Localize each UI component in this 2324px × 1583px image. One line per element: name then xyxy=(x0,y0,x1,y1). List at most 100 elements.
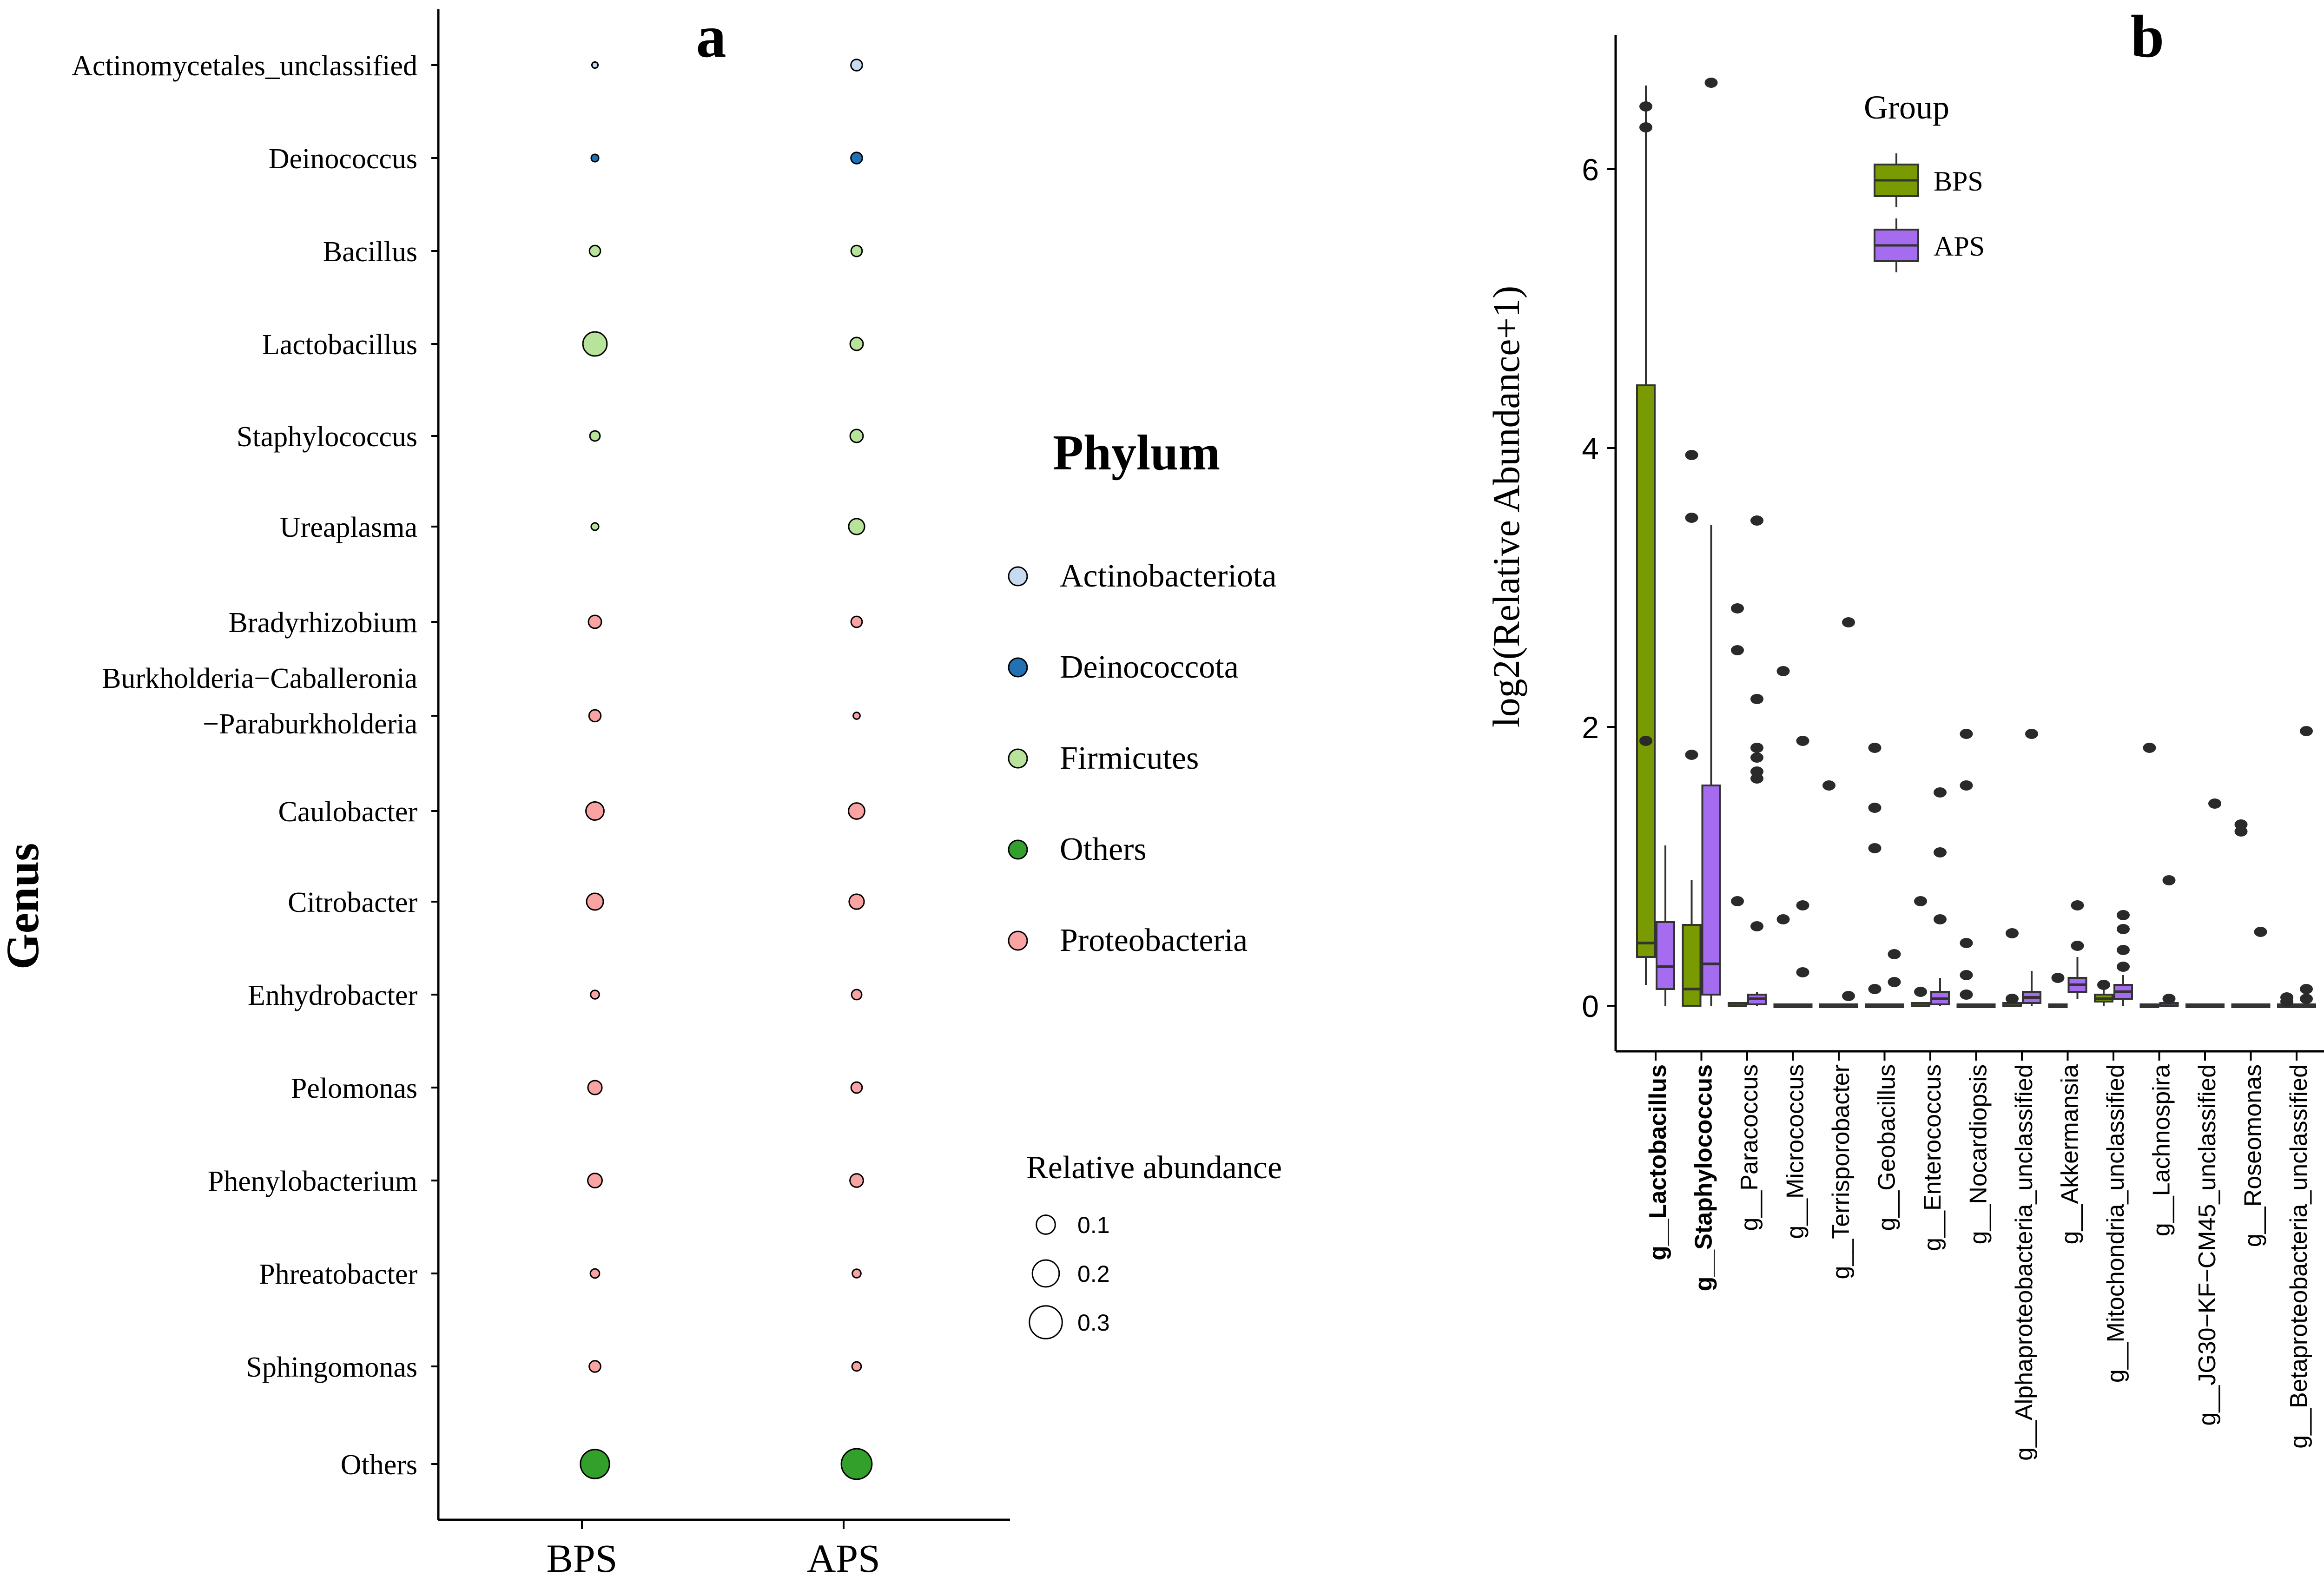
box-aps xyxy=(1747,515,1767,1006)
genus-label: Sphingomonas xyxy=(246,1352,417,1383)
panel-a-group-labels: BPS APS xyxy=(546,1520,880,1581)
genus-label: Lactobacillus xyxy=(262,329,417,361)
panel-b-x-labels: g__Lactobacillus g__Staphylococcus g__Para… xyxy=(1644,1051,2312,1461)
genus-label: Ureaplasma xyxy=(280,512,417,543)
phylum-legend-swatch xyxy=(1008,566,1028,587)
abundance-bubble xyxy=(851,1361,862,1372)
panel-a-label: a xyxy=(696,3,726,70)
phylum-legend-label: Firmicutes xyxy=(1060,740,1199,776)
box-bps xyxy=(2277,992,2297,1008)
box-iqr xyxy=(1636,384,1656,958)
x-tick-label: g__Betaproteobacteria_unclassified xyxy=(2285,1064,2312,1449)
genus-label: Actinomycetales_unclassified xyxy=(72,50,417,82)
outlier-point xyxy=(1685,750,1698,760)
abundance-bubble xyxy=(588,244,601,257)
abundance-bubble xyxy=(850,244,863,257)
box-iqr xyxy=(1682,924,1702,1007)
y-tick-label: 2 xyxy=(1582,710,1599,745)
genus-row: Staphylococcus xyxy=(237,421,864,453)
genus-label: Staphylococcus xyxy=(237,421,417,453)
genus-row: Phenylobacterium xyxy=(208,1166,864,1197)
box-aps xyxy=(2297,726,2316,1008)
genus-row: Citrobacter xyxy=(288,887,865,918)
x-tick-label: g__Paracoccus xyxy=(1736,1064,1763,1231)
x-tick-label: g__Akkermansia xyxy=(2057,1064,2084,1244)
box-bps xyxy=(1773,666,1793,1008)
x-tick-label: g__Enterococcus xyxy=(1919,1064,1946,1251)
outlier-point xyxy=(1934,914,1947,924)
abundance-bubble xyxy=(582,331,608,357)
genus-row: Enhydrobacter xyxy=(248,980,863,1011)
outlier-point xyxy=(2117,924,2130,934)
genus-label: Others xyxy=(341,1449,417,1481)
genus-label: Deinococcus xyxy=(269,143,417,175)
size-legend-label: 0.2 xyxy=(1077,1261,1110,1287)
x-tick-label: g__Staphylococcus xyxy=(1690,1064,1717,1291)
box-iqr xyxy=(1701,785,1721,996)
outlier-point xyxy=(1842,617,1855,627)
abundance-bubble xyxy=(850,615,863,628)
outlier-point xyxy=(2025,729,2038,739)
box-aps xyxy=(1839,617,1858,1008)
size-legend-item: 0.2 xyxy=(1031,1259,1110,1288)
outlier-point xyxy=(1822,780,1835,791)
phylum-legend-item: Firmicutes xyxy=(1008,740,1199,776)
phylum-legend-item: Others xyxy=(1008,831,1147,867)
outlier-point xyxy=(1731,645,1744,655)
outlier-point xyxy=(1704,78,1718,88)
outlier-point xyxy=(1868,984,1882,994)
outlier-point xyxy=(1888,977,1901,987)
outlier-point xyxy=(2117,962,2130,972)
outlier-point xyxy=(2300,726,2313,736)
outlier-point xyxy=(1731,603,1744,613)
box-bps xyxy=(2048,973,2068,1008)
box-aps xyxy=(2113,910,2133,1006)
outlier-point xyxy=(1776,666,1790,676)
abundance-bubble xyxy=(586,892,604,911)
outlier-point xyxy=(1685,513,1698,523)
abundance-bubble xyxy=(588,614,602,629)
outlier-point xyxy=(2006,928,2019,938)
outlier-point xyxy=(1960,970,1973,980)
abundance-bubble xyxy=(840,1448,873,1480)
outlier-point xyxy=(1796,900,1809,910)
outlier-point xyxy=(2162,875,2176,885)
size-legend-circle xyxy=(1036,1214,1056,1235)
panel-b-boxplot: b log2(Relative Abundance+1) 0 2 4 6 g__Lac… xyxy=(1485,3,2324,1461)
x-tick-label: g__Mitochondria_unclassified xyxy=(2102,1064,2129,1383)
abundance-bubble xyxy=(585,801,605,821)
abundance-bubble xyxy=(848,893,865,910)
abundance-bubble xyxy=(587,1173,603,1188)
outlier-point xyxy=(1934,847,1947,857)
outlier-point xyxy=(1796,736,1809,746)
box-bps xyxy=(1636,86,1656,985)
box-aps xyxy=(2205,798,2225,1008)
genus-row: Lactobacillus xyxy=(262,329,864,361)
box-aps xyxy=(1793,736,1813,1008)
box-bps xyxy=(2139,743,2159,1008)
phylum-legend-item: Deinococcota xyxy=(1008,649,1239,685)
box-aps xyxy=(2022,729,2041,1006)
abundance-bubble xyxy=(852,712,861,720)
abundance-bubble xyxy=(590,522,600,531)
size-legend-label: 0.3 xyxy=(1077,1310,1110,1336)
genus-label: Bradyrhizobium xyxy=(229,607,417,639)
group-label: BPS xyxy=(546,1536,617,1581)
panel-b-y-axis-title: log2(Relative Abundance+1) xyxy=(1485,286,1527,727)
genus-row: Burkholderia−Caballeronia −Paraburkholder… xyxy=(102,663,861,740)
box-bps xyxy=(2094,980,2113,1006)
outlier-point xyxy=(1868,743,1882,753)
panel-b-y-ticks: 0 2 4 6 xyxy=(1582,152,1616,1023)
genus-row: Bradyrhizobium xyxy=(229,607,863,639)
panel-b-boxes xyxy=(1636,78,2316,1008)
group-legend: Group BPS APS xyxy=(1864,89,1985,272)
outlier-point xyxy=(1685,450,1698,460)
x-tick-label: g__Lactobacillus xyxy=(1644,1064,1671,1260)
x-tick-label: g__Roseomonas xyxy=(2240,1064,2267,1247)
outlier-point xyxy=(2006,994,2019,1004)
phylum-legend-swatch xyxy=(1008,930,1028,951)
x-tick-label: g__Micrococcus xyxy=(1782,1064,1809,1239)
phylum-legend-title: Phylum xyxy=(1053,425,1220,481)
genus-label: Pelomonas xyxy=(291,1073,417,1104)
